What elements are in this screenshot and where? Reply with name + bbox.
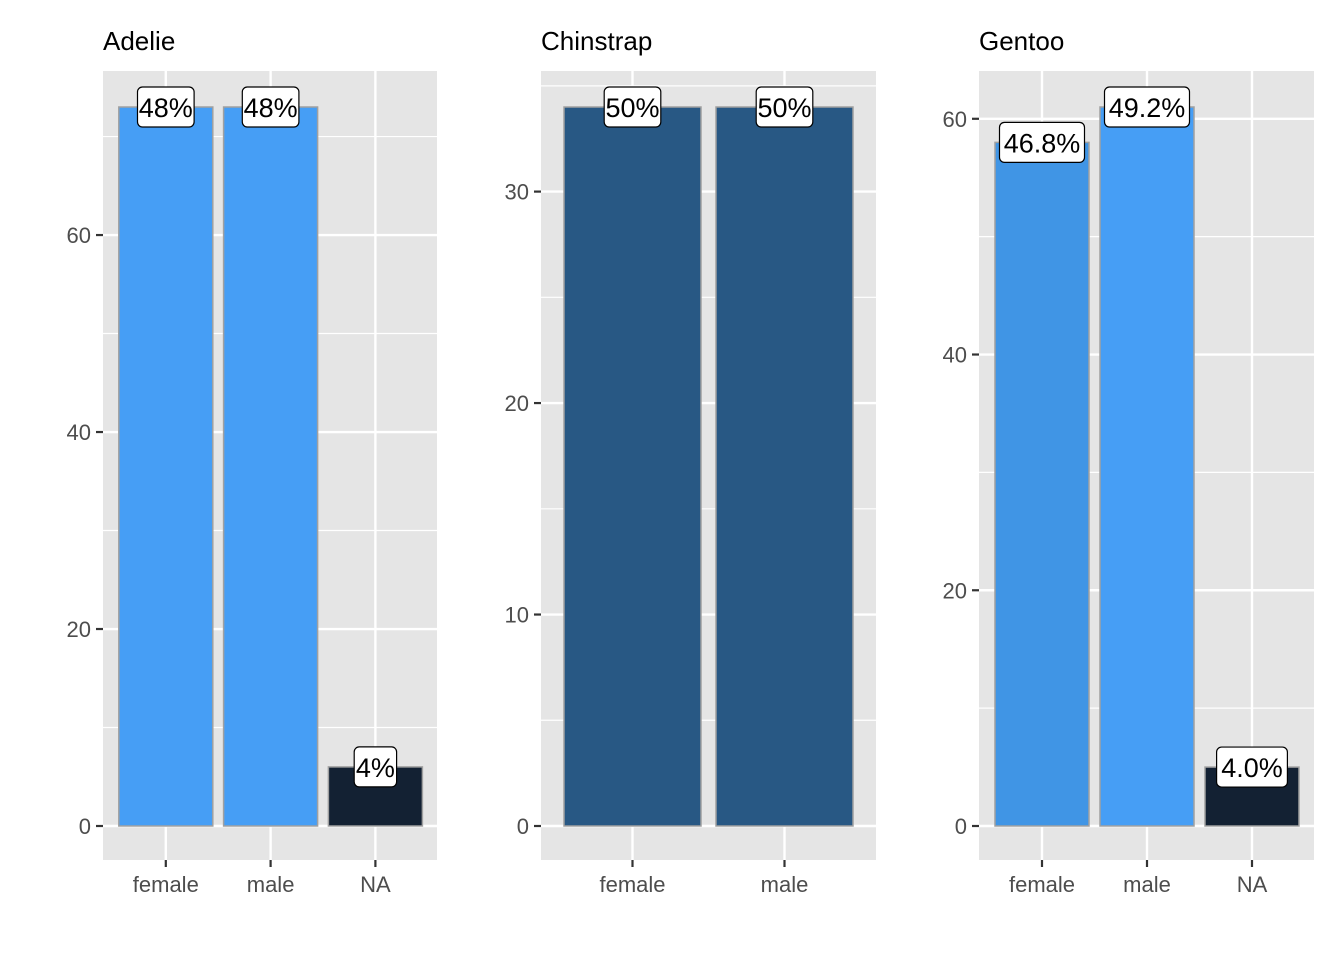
bar bbox=[563, 106, 702, 827]
data-label: 48% bbox=[139, 93, 193, 123]
bar bbox=[994, 141, 1090, 827]
data-label-box bbox=[136, 86, 195, 128]
data-label: 46.8% bbox=[1004, 128, 1081, 158]
data-label-box bbox=[998, 121, 1086, 163]
x-tick-label: male bbox=[1123, 872, 1171, 897]
bar bbox=[715, 106, 854, 827]
x-tick-label: male bbox=[247, 872, 295, 897]
data-label: 4% bbox=[356, 753, 395, 783]
data-label-box bbox=[755, 86, 814, 128]
bar bbox=[118, 106, 214, 827]
y-tick-label: 40 bbox=[67, 420, 91, 445]
data-label-box bbox=[353, 746, 398, 788]
bar bbox=[222, 106, 319, 827]
x-tick-label: NA bbox=[360, 872, 391, 897]
y-tick-label: 0 bbox=[955, 814, 967, 839]
facet-title: Chinstrap bbox=[541, 26, 652, 56]
y-tick-label: 0 bbox=[79, 814, 91, 839]
y-tick-label: 20 bbox=[67, 617, 91, 642]
x-tick-label: female bbox=[1009, 872, 1075, 897]
facet-title: Adelie bbox=[103, 26, 175, 56]
data-label-box bbox=[1215, 746, 1288, 788]
data-label: 50% bbox=[605, 93, 659, 123]
y-tick-label: 40 bbox=[943, 343, 967, 368]
y-tick-label: 10 bbox=[505, 603, 529, 628]
facet-title: Gentoo bbox=[979, 26, 1064, 56]
data-label: 48% bbox=[244, 93, 298, 123]
y-tick-label: 60 bbox=[67, 223, 91, 248]
x-tick-label: female bbox=[133, 872, 199, 897]
bar bbox=[1099, 106, 1195, 827]
data-label: 50% bbox=[757, 93, 811, 123]
data-label: 49.2% bbox=[1109, 93, 1186, 123]
y-tick-label: 20 bbox=[505, 391, 529, 416]
y-tick-label: 0 bbox=[517, 814, 529, 839]
data-label-box bbox=[603, 86, 662, 128]
data-label-box bbox=[241, 86, 300, 128]
y-tick-label: 20 bbox=[943, 578, 967, 603]
y-tick-label: 30 bbox=[505, 180, 529, 205]
data-label: 4.0% bbox=[1221, 753, 1283, 783]
x-tick-label: female bbox=[599, 872, 665, 897]
data-label-box bbox=[1103, 86, 1191, 128]
y-tick-label: 60 bbox=[943, 107, 967, 132]
x-tick-label: NA bbox=[1237, 872, 1268, 897]
x-tick-label: male bbox=[761, 872, 809, 897]
